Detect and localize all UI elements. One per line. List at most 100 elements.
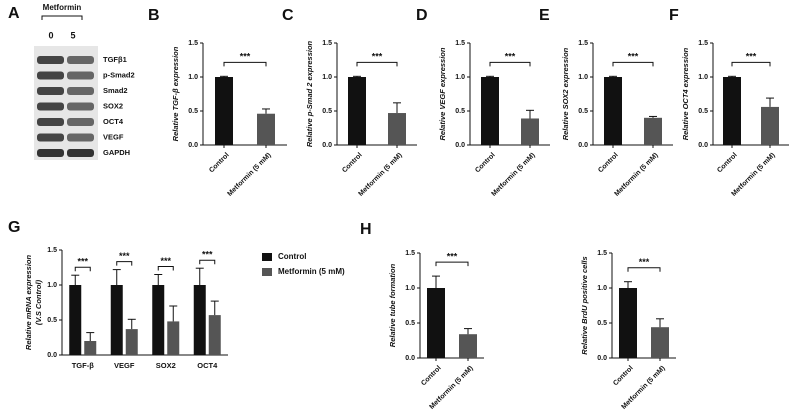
dose-label: 0 xyxy=(48,30,53,40)
y-tick-label: 1.0 xyxy=(698,74,708,81)
bar xyxy=(481,77,499,145)
y-tick-label: 0.0 xyxy=(405,355,415,362)
y-tick-label: 1.0 xyxy=(405,285,415,292)
bar xyxy=(644,117,662,145)
legend-swatch xyxy=(262,253,272,261)
y-axis-label: Relative SOX2 expression xyxy=(561,47,570,140)
panel-label: F xyxy=(669,7,679,24)
bar xyxy=(110,285,123,355)
panel-label: E xyxy=(539,7,550,24)
significance-label: *** xyxy=(746,52,757,62)
bar xyxy=(257,113,275,145)
y-tick-label: 1.5 xyxy=(188,40,198,47)
blot-band xyxy=(67,133,94,142)
dose-label: 5 xyxy=(70,30,75,40)
y-axis-label: Relative OCT4 expression xyxy=(681,47,690,140)
y-axis-label: Relative mRNA expression xyxy=(24,255,33,351)
y-tick-label: 1.0 xyxy=(322,74,332,81)
y-tick-label: 1.5 xyxy=(455,40,465,47)
significance-label: *** xyxy=(240,52,251,62)
blot-row-label: TGFβ1 xyxy=(103,55,127,64)
y-tick-label: 1.0 xyxy=(188,74,198,81)
y-tick-label: 0.5 xyxy=(698,108,708,115)
bar xyxy=(427,288,445,358)
y-tick-label: 0.0 xyxy=(597,355,607,362)
bar xyxy=(459,334,477,358)
blot-band xyxy=(67,87,94,95)
significance-label: *** xyxy=(372,52,383,62)
x-tick-label: SOX2 xyxy=(156,361,176,370)
significance-bracket xyxy=(199,259,216,265)
blot-band xyxy=(37,102,64,111)
y-tick-label: 0.0 xyxy=(188,142,198,149)
x-tick-label: TGF-β xyxy=(72,361,94,370)
y-axis-label: (V.S Control) xyxy=(34,279,43,325)
bar xyxy=(651,327,669,358)
blot-band xyxy=(67,102,94,111)
y-axis-label: Relative BrdU positive cells xyxy=(580,256,589,354)
treatment-label: Metformin xyxy=(43,3,82,12)
y-axis-label: Relative tube formation xyxy=(388,263,397,347)
y-tick-label: 1.0 xyxy=(597,285,607,292)
treatment-bracket xyxy=(41,15,83,20)
significance-bracket xyxy=(435,261,469,267)
blot-band xyxy=(67,71,94,80)
bar xyxy=(619,288,637,358)
y-tick-label: 0.5 xyxy=(405,320,415,327)
bar xyxy=(69,285,82,355)
x-tick-label: VEGF xyxy=(114,361,135,370)
bar xyxy=(348,77,366,145)
bar xyxy=(193,285,206,355)
y-tick-label: 0.5 xyxy=(188,108,198,115)
blot-band xyxy=(37,118,64,126)
significance-label: *** xyxy=(447,251,458,261)
panel-label: C xyxy=(282,7,294,24)
bar xyxy=(152,285,165,355)
significance-label: *** xyxy=(639,257,650,267)
blot-band xyxy=(67,56,94,64)
significance-bracket xyxy=(627,267,661,272)
y-tick-label: 0.5 xyxy=(47,317,57,324)
significance-bracket xyxy=(356,61,398,67)
significance-bracket xyxy=(157,266,174,271)
y-tick-label: 1.5 xyxy=(597,250,607,257)
y-tick-label: 0.0 xyxy=(322,142,332,149)
bar xyxy=(388,113,406,145)
legend-swatch xyxy=(262,268,272,276)
panel-label: H xyxy=(360,221,372,238)
bar xyxy=(84,341,97,355)
significance-label: *** xyxy=(160,256,171,266)
blot-band xyxy=(37,56,64,64)
y-tick-label: 0.0 xyxy=(578,142,588,149)
significance-label: *** xyxy=(202,250,213,260)
bar xyxy=(723,77,741,145)
blot-row-label: p-Smad2 xyxy=(103,70,135,79)
y-tick-label: 0.0 xyxy=(698,142,708,149)
y-tick-label: 1.5 xyxy=(698,40,708,47)
y-axis-label: Relative TGF-β expression xyxy=(171,46,180,141)
significance-bracket xyxy=(731,61,771,67)
blot-band xyxy=(67,149,94,157)
y-tick-label: 1.0 xyxy=(455,74,465,81)
panel-label: G xyxy=(8,219,20,236)
bar xyxy=(761,106,779,145)
significance-bracket xyxy=(116,261,133,266)
blot-band xyxy=(37,133,64,142)
panel-label: B xyxy=(148,7,160,24)
bar xyxy=(521,118,539,145)
panel-label: D xyxy=(416,7,428,24)
significance-label: *** xyxy=(628,52,639,62)
y-tick-label: 0.5 xyxy=(322,108,332,115)
y-tick-label: 1.5 xyxy=(322,40,332,47)
bar xyxy=(208,315,221,355)
blot-row-label: VEGF xyxy=(103,132,124,141)
legend-label: Metformin (5 mM) xyxy=(278,267,345,276)
blot-row-label: SOX2 xyxy=(103,101,123,110)
y-tick-label: 1.5 xyxy=(405,250,415,257)
y-tick-label: 1.0 xyxy=(47,282,57,289)
bar xyxy=(215,77,233,145)
significance-bracket xyxy=(74,266,91,272)
bar xyxy=(167,321,180,355)
significance-bracket xyxy=(223,61,267,67)
